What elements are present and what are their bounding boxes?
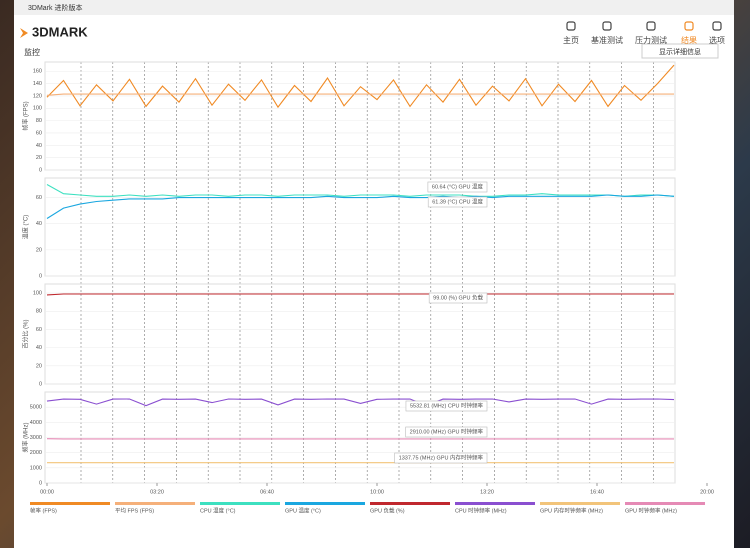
y-axis-label: 百分比 (%) bbox=[22, 319, 30, 348]
tooltip-text: 1337.75 (MHz) GPU 内存时钟频率 bbox=[399, 453, 484, 461]
legend-label: CPU 温度 (°C) bbox=[200, 506, 236, 514]
y-tick-label: 2000 bbox=[30, 450, 42, 456]
x-tick-label: 00:00 bbox=[40, 489, 54, 495]
legend-swatch bbox=[625, 502, 705, 505]
y-tick-label: 140 bbox=[33, 81, 42, 87]
y-axis-label: 频率 (MHz) bbox=[22, 423, 30, 453]
x-tick-label: 06:40 bbox=[260, 489, 274, 495]
nav-icon[interactable] bbox=[566, 21, 576, 31]
tooltip-box bbox=[428, 292, 488, 304]
y-axis-label: 帧率 (FPS) bbox=[22, 101, 30, 130]
section-title: 监控 bbox=[24, 47, 40, 57]
legend-label: GPU 内存时钟频率 (MHz) bbox=[540, 506, 603, 514]
series-line bbox=[46, 93, 674, 96]
y-tick-label: 40 bbox=[36, 345, 42, 351]
y-tick-label: 80 bbox=[36, 118, 42, 124]
y-tick-label: 100 bbox=[33, 106, 42, 112]
nav-icon[interactable] bbox=[712, 21, 722, 31]
details-button[interactable] bbox=[641, 43, 719, 59]
legend-swatch bbox=[30, 502, 110, 505]
tooltip-box bbox=[405, 400, 488, 412]
y-tick-label: 40 bbox=[36, 143, 42, 149]
nav-item[interactable]: 基准测试 bbox=[591, 35, 623, 45]
y-tick-label: 3000 bbox=[30, 435, 42, 441]
details-button-label[interactable]: 显示详细信息 bbox=[659, 47, 701, 56]
x-tick-label: 20:00 bbox=[700, 489, 714, 495]
y-tick-label: 80 bbox=[36, 309, 42, 315]
y-tick-label: 120 bbox=[33, 93, 42, 99]
legend-label: CPU 时钟频率 (MHz) bbox=[455, 506, 507, 514]
y-tick-label: 0 bbox=[39, 480, 42, 486]
tooltip-box bbox=[427, 196, 488, 208]
y-tick-label: 60 bbox=[36, 195, 42, 201]
tooltip-text: 99.00 (%) GPU 负载 bbox=[433, 293, 483, 301]
nav-item[interactable]: 选项 bbox=[709, 35, 725, 45]
x-tick-label: 10:00 bbox=[370, 489, 384, 495]
legend-label: GPU 负载 (%) bbox=[370, 506, 405, 514]
y-tick-label: 4000 bbox=[30, 420, 42, 426]
nav-icon[interactable] bbox=[602, 21, 612, 31]
y-tick-label: 20 bbox=[36, 155, 42, 161]
logo-icon bbox=[20, 28, 28, 38]
y-tick-label: 60 bbox=[36, 130, 42, 136]
legend-swatch bbox=[455, 502, 535, 505]
tooltip-box bbox=[405, 426, 488, 438]
legend-label: 平均 FPS (FPS) bbox=[115, 506, 154, 514]
y-tick-label: 20 bbox=[36, 247, 42, 253]
logo: 3DMARK bbox=[32, 24, 88, 39]
y-tick-label: 5000 bbox=[30, 405, 42, 411]
y-axis-label: 温度 (°C) bbox=[22, 215, 30, 239]
nav-item[interactable]: 结果 bbox=[681, 35, 697, 45]
window-title: 3DMark 进阶版本 bbox=[28, 3, 82, 12]
series-line bbox=[46, 64, 675, 109]
title-bar bbox=[14, 0, 734, 15]
y-tick-label: 0 bbox=[39, 273, 42, 279]
legend-swatch bbox=[200, 502, 280, 505]
tooltip-text: 5532.81 (MHz) CPU 时钟频率 bbox=[410, 401, 484, 409]
nav-item[interactable]: 压力测试 bbox=[635, 35, 667, 45]
y-tick-label: 0 bbox=[39, 167, 42, 173]
tooltip-box bbox=[394, 452, 488, 464]
series-line bbox=[46, 184, 675, 197]
tooltip-text: 60.64 (°C) GPU 温度 bbox=[432, 182, 484, 190]
series-line bbox=[46, 293, 674, 296]
y-tick-label: 160 bbox=[33, 69, 42, 75]
x-tick-label: 16:40 bbox=[590, 489, 604, 495]
series-line bbox=[46, 398, 675, 407]
nav-icon[interactable] bbox=[646, 21, 656, 31]
y-tick-label: 40 bbox=[36, 221, 42, 227]
tooltip-box bbox=[427, 181, 488, 193]
legend-label: GPU 时钟频率 (MHz) bbox=[625, 506, 677, 514]
y-tick-label: 1000 bbox=[30, 465, 42, 471]
x-tick-label: 13:20 bbox=[480, 489, 494, 495]
legend-swatch bbox=[115, 502, 195, 505]
nav-icon[interactable] bbox=[684, 21, 694, 31]
tooltip-text: 61.39 (°C) CPU 温度 bbox=[432, 197, 483, 205]
y-tick-label: 0 bbox=[39, 381, 42, 387]
y-tick-label: 60 bbox=[36, 327, 42, 333]
legend-swatch bbox=[370, 502, 450, 505]
y-tick-label: 20 bbox=[36, 363, 42, 369]
y-tick-label: 100 bbox=[33, 291, 42, 297]
legend-swatch bbox=[285, 502, 365, 505]
series-line bbox=[46, 194, 675, 219]
x-tick-label: 03:20 bbox=[150, 489, 164, 495]
legend-label: GPU 温度 (°C) bbox=[285, 506, 321, 514]
nav-item[interactable]: 主页 bbox=[563, 35, 579, 45]
tooltip-text: 2910.00 (MHz) GPU 时钟频率 bbox=[410, 427, 484, 435]
legend-label: 帧率 (FPS) bbox=[30, 506, 57, 514]
window bbox=[14, 0, 734, 548]
legend-swatch bbox=[540, 502, 620, 505]
